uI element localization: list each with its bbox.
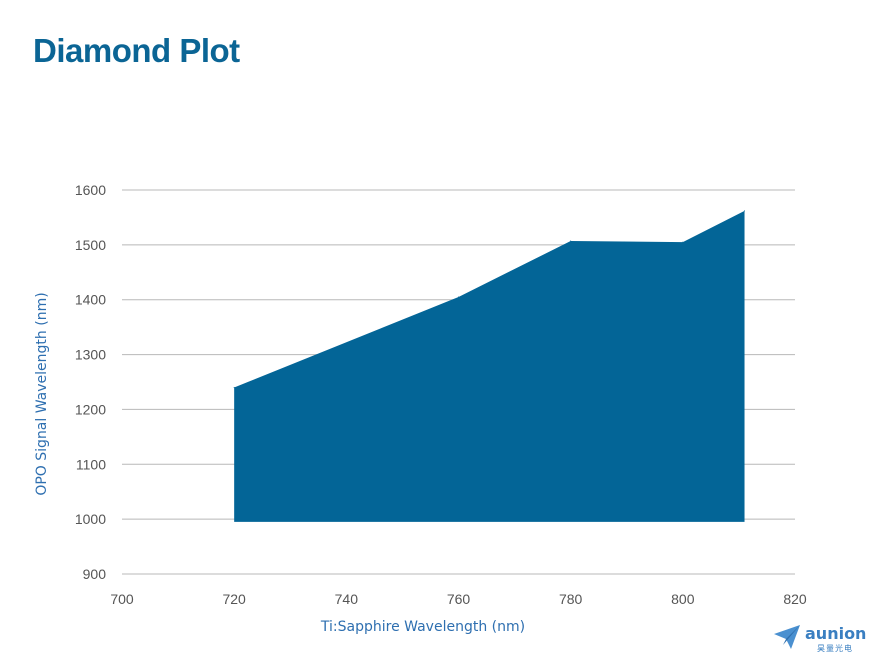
x-tick-label: 820 xyxy=(783,591,807,607)
logo-subtitle: 昊量光电 xyxy=(817,644,853,653)
y-tick-label: 900 xyxy=(83,566,107,582)
data-point xyxy=(458,296,459,298)
x-tick-label: 800 xyxy=(671,591,695,607)
y-tick-label: 1100 xyxy=(76,456,106,472)
paper-plane-icon xyxy=(774,625,800,649)
data-point xyxy=(682,241,684,243)
x-tick-label: 740 xyxy=(335,591,359,607)
y-tick-label: 1300 xyxy=(75,347,106,363)
area-series xyxy=(233,210,746,522)
y-tick-label: 1400 xyxy=(75,292,106,308)
page-title: Diamond Plot xyxy=(33,32,240,69)
y-tick-label: 1600 xyxy=(75,182,106,198)
logo-name: aunion xyxy=(805,624,867,643)
y-axis-ticks: 900 1000 1100 1200 1300 1400 1500 1600 xyxy=(75,182,106,582)
x-tick-label: 760 xyxy=(447,591,471,607)
brand-logo: aunion 昊量光电 xyxy=(773,622,873,653)
y-tick-label: 1000 xyxy=(75,511,106,527)
x-tick-label: 700 xyxy=(110,591,134,607)
x-tick-label: 720 xyxy=(222,591,246,607)
data-point xyxy=(570,240,572,242)
y-axis-label: OPO Signal Wavelength (nm) xyxy=(34,292,50,495)
y-tick-label: 1200 xyxy=(75,401,106,417)
x-axis-ticks: 700 720 740 760 780 800 820 xyxy=(110,591,807,607)
data-point xyxy=(744,210,746,212)
data-point xyxy=(233,386,235,388)
x-tick-label: 780 xyxy=(559,591,583,607)
area-fill xyxy=(234,210,745,522)
y-tick-label: 1500 xyxy=(75,237,106,253)
x-axis-label: Ti:Sapphire Wavelength (nm) xyxy=(320,619,525,635)
